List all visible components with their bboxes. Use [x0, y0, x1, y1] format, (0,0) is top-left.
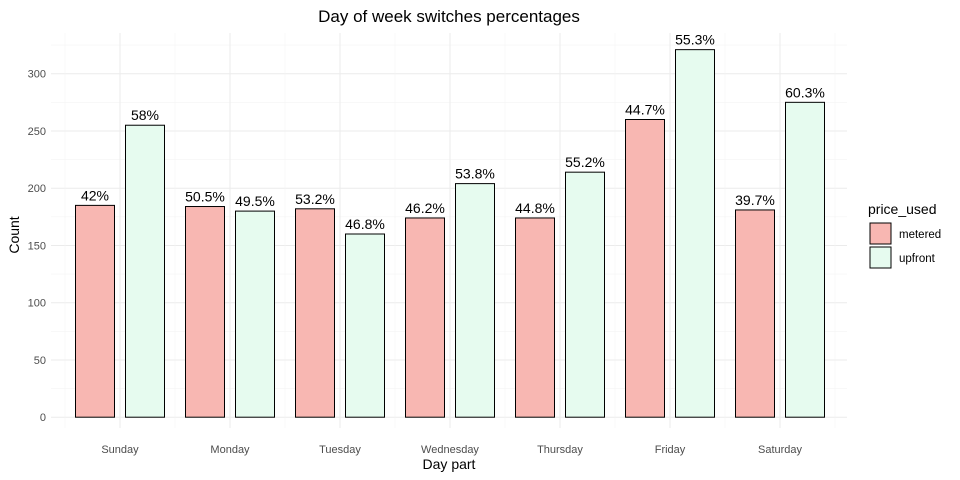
data-label-upfront-wednesday: 53.8%: [455, 166, 495, 182]
bar-metered-friday: [625, 119, 665, 418]
gridlines: [51, 33, 847, 428]
y-axis-title: Count: [6, 216, 22, 253]
bar-upfront-wednesday: [455, 183, 495, 418]
data-label-upfront-sunday: 58%: [131, 107, 159, 123]
x-tick-label: Saturday: [758, 444, 803, 456]
y-axis-ticks: 0 50 100 150 200 250 300: [28, 69, 46, 425]
bar-upfront-sunday: [125, 124, 165, 418]
bar-metered-tuesday: [295, 208, 335, 418]
y-tick-label: 200: [28, 183, 46, 195]
legend-title: price_used: [868, 201, 937, 217]
data-label-metered-friday: 44.7%: [625, 102, 665, 118]
data-label-metered-monday: 50.5%: [185, 189, 225, 205]
bar-upfront-friday: [675, 49, 715, 418]
data-label-upfront-thursday: 55.2%: [565, 154, 605, 170]
data-label-upfront-monday: 49.5%: [235, 193, 275, 209]
data-label-metered-thursday: 44.8%: [515, 200, 555, 216]
legend: price_used metered upfront: [868, 201, 941, 269]
y-tick-label: 150: [28, 240, 46, 252]
legend-label-upfront: upfront: [899, 253, 936, 265]
bar-upfront-monday: [235, 210, 275, 418]
data-label-upfront-friday: 55.3%: [675, 32, 715, 48]
bar-upfront-saturday: [785, 101, 825, 418]
x-tick-label: Friday: [655, 444, 686, 456]
data-label-upfront-tuesday: 46.8%: [345, 216, 385, 232]
data-label-metered-tuesday: 53.2%: [295, 191, 335, 207]
legend-label-metered: metered: [899, 229, 941, 241]
data-label-metered-sunday: 42%: [81, 187, 109, 203]
y-tick-label: 250: [28, 126, 46, 138]
bar-metered-sunday: [75, 204, 115, 418]
data-label-metered-wednesday: 46.2%: [405, 200, 445, 216]
y-tick-label: 300: [28, 69, 46, 81]
bar-metered-wednesday: [405, 217, 445, 418]
x-tick-label: Tuesday: [319, 444, 361, 456]
legend-key-upfront: [869, 246, 892, 269]
data-labels: 42% 50.5% 53.2% 46.2% 44.8% 44.7% 39.7% 58% 49.5…: [81, 32, 825, 232]
x-axis-title: Day part: [423, 456, 476, 472]
x-axis-ticks: Sunday Monday Tuesday Wednesday Thursday Frid…: [101, 444, 802, 456]
x-tick-label: Thursday: [537, 444, 583, 456]
bars: [75, 49, 825, 418]
bar-metered-saturday: [735, 209, 775, 418]
x-tick-label: Sunday: [101, 444, 139, 456]
x-tick-label: Monday: [210, 444, 250, 456]
data-label-metered-saturday: 39.7%: [735, 192, 775, 208]
chart-title: Day of week switches percentages: [318, 7, 580, 26]
y-tick-label: 0: [40, 412, 46, 424]
x-tick-label: Wednesday: [421, 444, 479, 456]
bar-metered-thursday: [515, 217, 555, 418]
y-tick-label: 100: [28, 298, 46, 310]
bar-upfront-thursday: [565, 171, 605, 418]
legend-key-metered: [869, 222, 892, 245]
y-tick-label: 50: [34, 355, 46, 367]
data-label-upfront-saturday: 60.3%: [785, 84, 825, 100]
bar-upfront-tuesday: [345, 233, 385, 418]
bar-metered-monday: [185, 206, 225, 418]
